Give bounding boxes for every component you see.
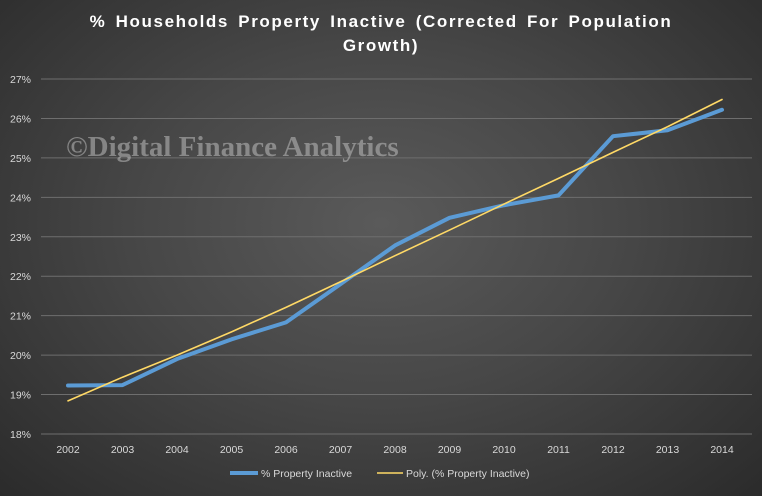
y-tick-label: 18% xyxy=(10,429,31,441)
x-tick-label: 2009 xyxy=(438,444,462,456)
x-tick-label: 2005 xyxy=(220,444,244,456)
x-tick-label: 2002 xyxy=(56,444,80,456)
y-tick-label: 22% xyxy=(10,271,31,283)
y-tick-label: 24% xyxy=(10,192,31,204)
y-tick-label: 25% xyxy=(10,153,31,165)
chart-title: % Households Property Inactive (Correcte… xyxy=(0,10,762,58)
y-tick-label: 27% xyxy=(10,74,31,86)
watermark: ©Digital Finance Analytics xyxy=(66,131,399,163)
x-tick-label: 2014 xyxy=(710,444,734,456)
legend-label-2: Poly. (% Property Inactive) xyxy=(406,468,530,480)
y-tick-label: 19% xyxy=(10,390,31,402)
x-tick-label: 2007 xyxy=(329,444,353,456)
x-tick-label: 2013 xyxy=(656,444,680,456)
y-tick-label: 20% xyxy=(10,350,31,362)
x-tick-label: 2011 xyxy=(547,444,570,456)
x-tick-label: 2003 xyxy=(111,444,135,456)
chart-title-line-2: Growth) xyxy=(342,36,420,55)
x-tick-label: 2010 xyxy=(492,444,516,456)
legend-label-1: % Property Inactive xyxy=(261,468,352,480)
y-tick-label: 23% xyxy=(10,232,31,244)
chart-title-line-1: % Households Property Inactive (Correcte… xyxy=(89,12,673,31)
x-tick-label: 2008 xyxy=(383,444,407,456)
x-tick-label: 2006 xyxy=(274,444,298,456)
gridlines xyxy=(41,78,752,435)
y-tick-label: 26% xyxy=(10,113,31,125)
x-tick-label: 2012 xyxy=(601,444,625,456)
y-tick-label: 21% xyxy=(10,311,31,323)
x-tick-label: 2004 xyxy=(165,444,189,456)
